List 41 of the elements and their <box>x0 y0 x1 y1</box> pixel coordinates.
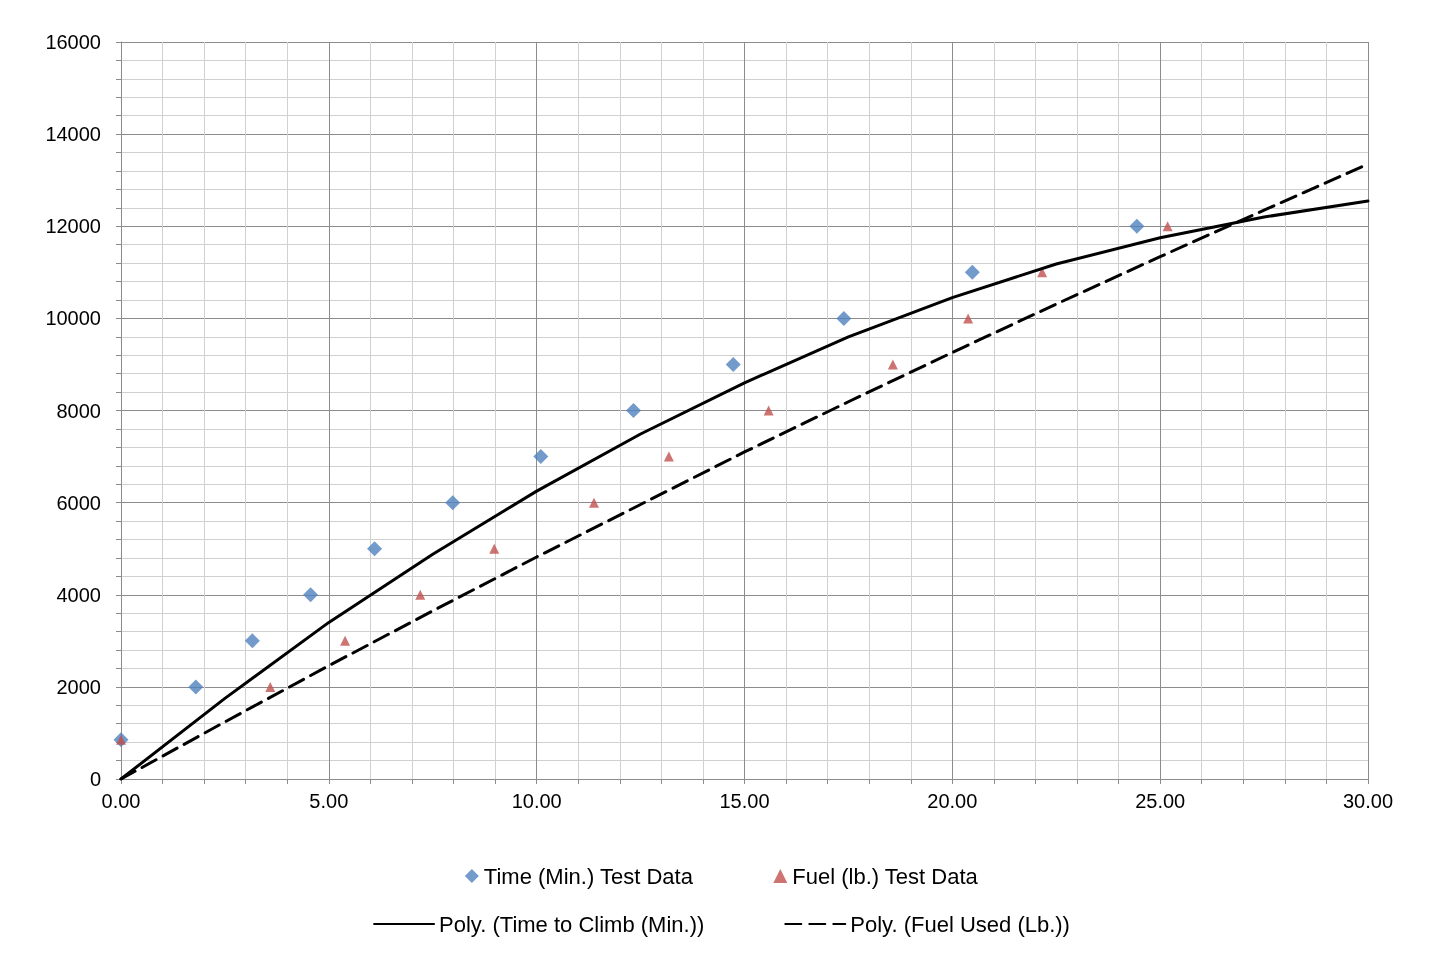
point <box>963 313 974 324</box>
point <box>589 497 600 508</box>
legend-label: Fuel (lb.) Test Data <box>792 863 979 889</box>
y-tick-label: 14000 <box>45 123 101 146</box>
x-tick-label: 30.00 <box>1342 790 1394 812</box>
point <box>626 403 642 418</box>
legend-label: Poly. (Time to Climb (Min.)) <box>439 911 705 937</box>
point <box>445 495 461 511</box>
point <box>1162 221 1173 232</box>
point <box>415 589 426 600</box>
x-tick-label: 0.00 <box>101 790 141 812</box>
point <box>533 449 549 465</box>
x-tick-label: 15.00 <box>719 790 770 812</box>
x-tick-label: 20.00 <box>927 790 978 812</box>
y-tick-label: 6000 <box>56 491 101 514</box>
point <box>1129 218 1145 234</box>
legend-label: Time (Min.) Test Data <box>483 863 694 889</box>
y-tick-label: 4000 <box>56 583 101 606</box>
x-tick-label: 5.00 <box>309 790 349 812</box>
point <box>244 633 260 649</box>
x-tick-label: 25.00 <box>1135 790 1186 812</box>
point <box>887 359 898 370</box>
y-tick-label: 10000 <box>45 307 101 330</box>
point <box>188 679 204 695</box>
point <box>340 635 351 646</box>
point <box>663 451 674 462</box>
y-tick-label: 2000 <box>56 675 101 698</box>
point <box>265 681 276 692</box>
y-tick-label: 0 <box>89 768 101 790</box>
point <box>964 264 980 280</box>
y-tick-label: 12000 <box>45 215 101 238</box>
point <box>303 587 319 603</box>
x-tick-label: 10.00 <box>511 790 562 812</box>
point <box>836 310 852 326</box>
point <box>489 543 500 554</box>
point <box>367 541 383 557</box>
y-tick-label: 16000 <box>45 31 101 53</box>
legend-label: Poly. (Fuel Used (Lb.)) <box>850 911 1070 937</box>
y-tick-label: 8000 <box>56 399 101 422</box>
point <box>725 356 741 372</box>
point <box>763 405 774 416</box>
